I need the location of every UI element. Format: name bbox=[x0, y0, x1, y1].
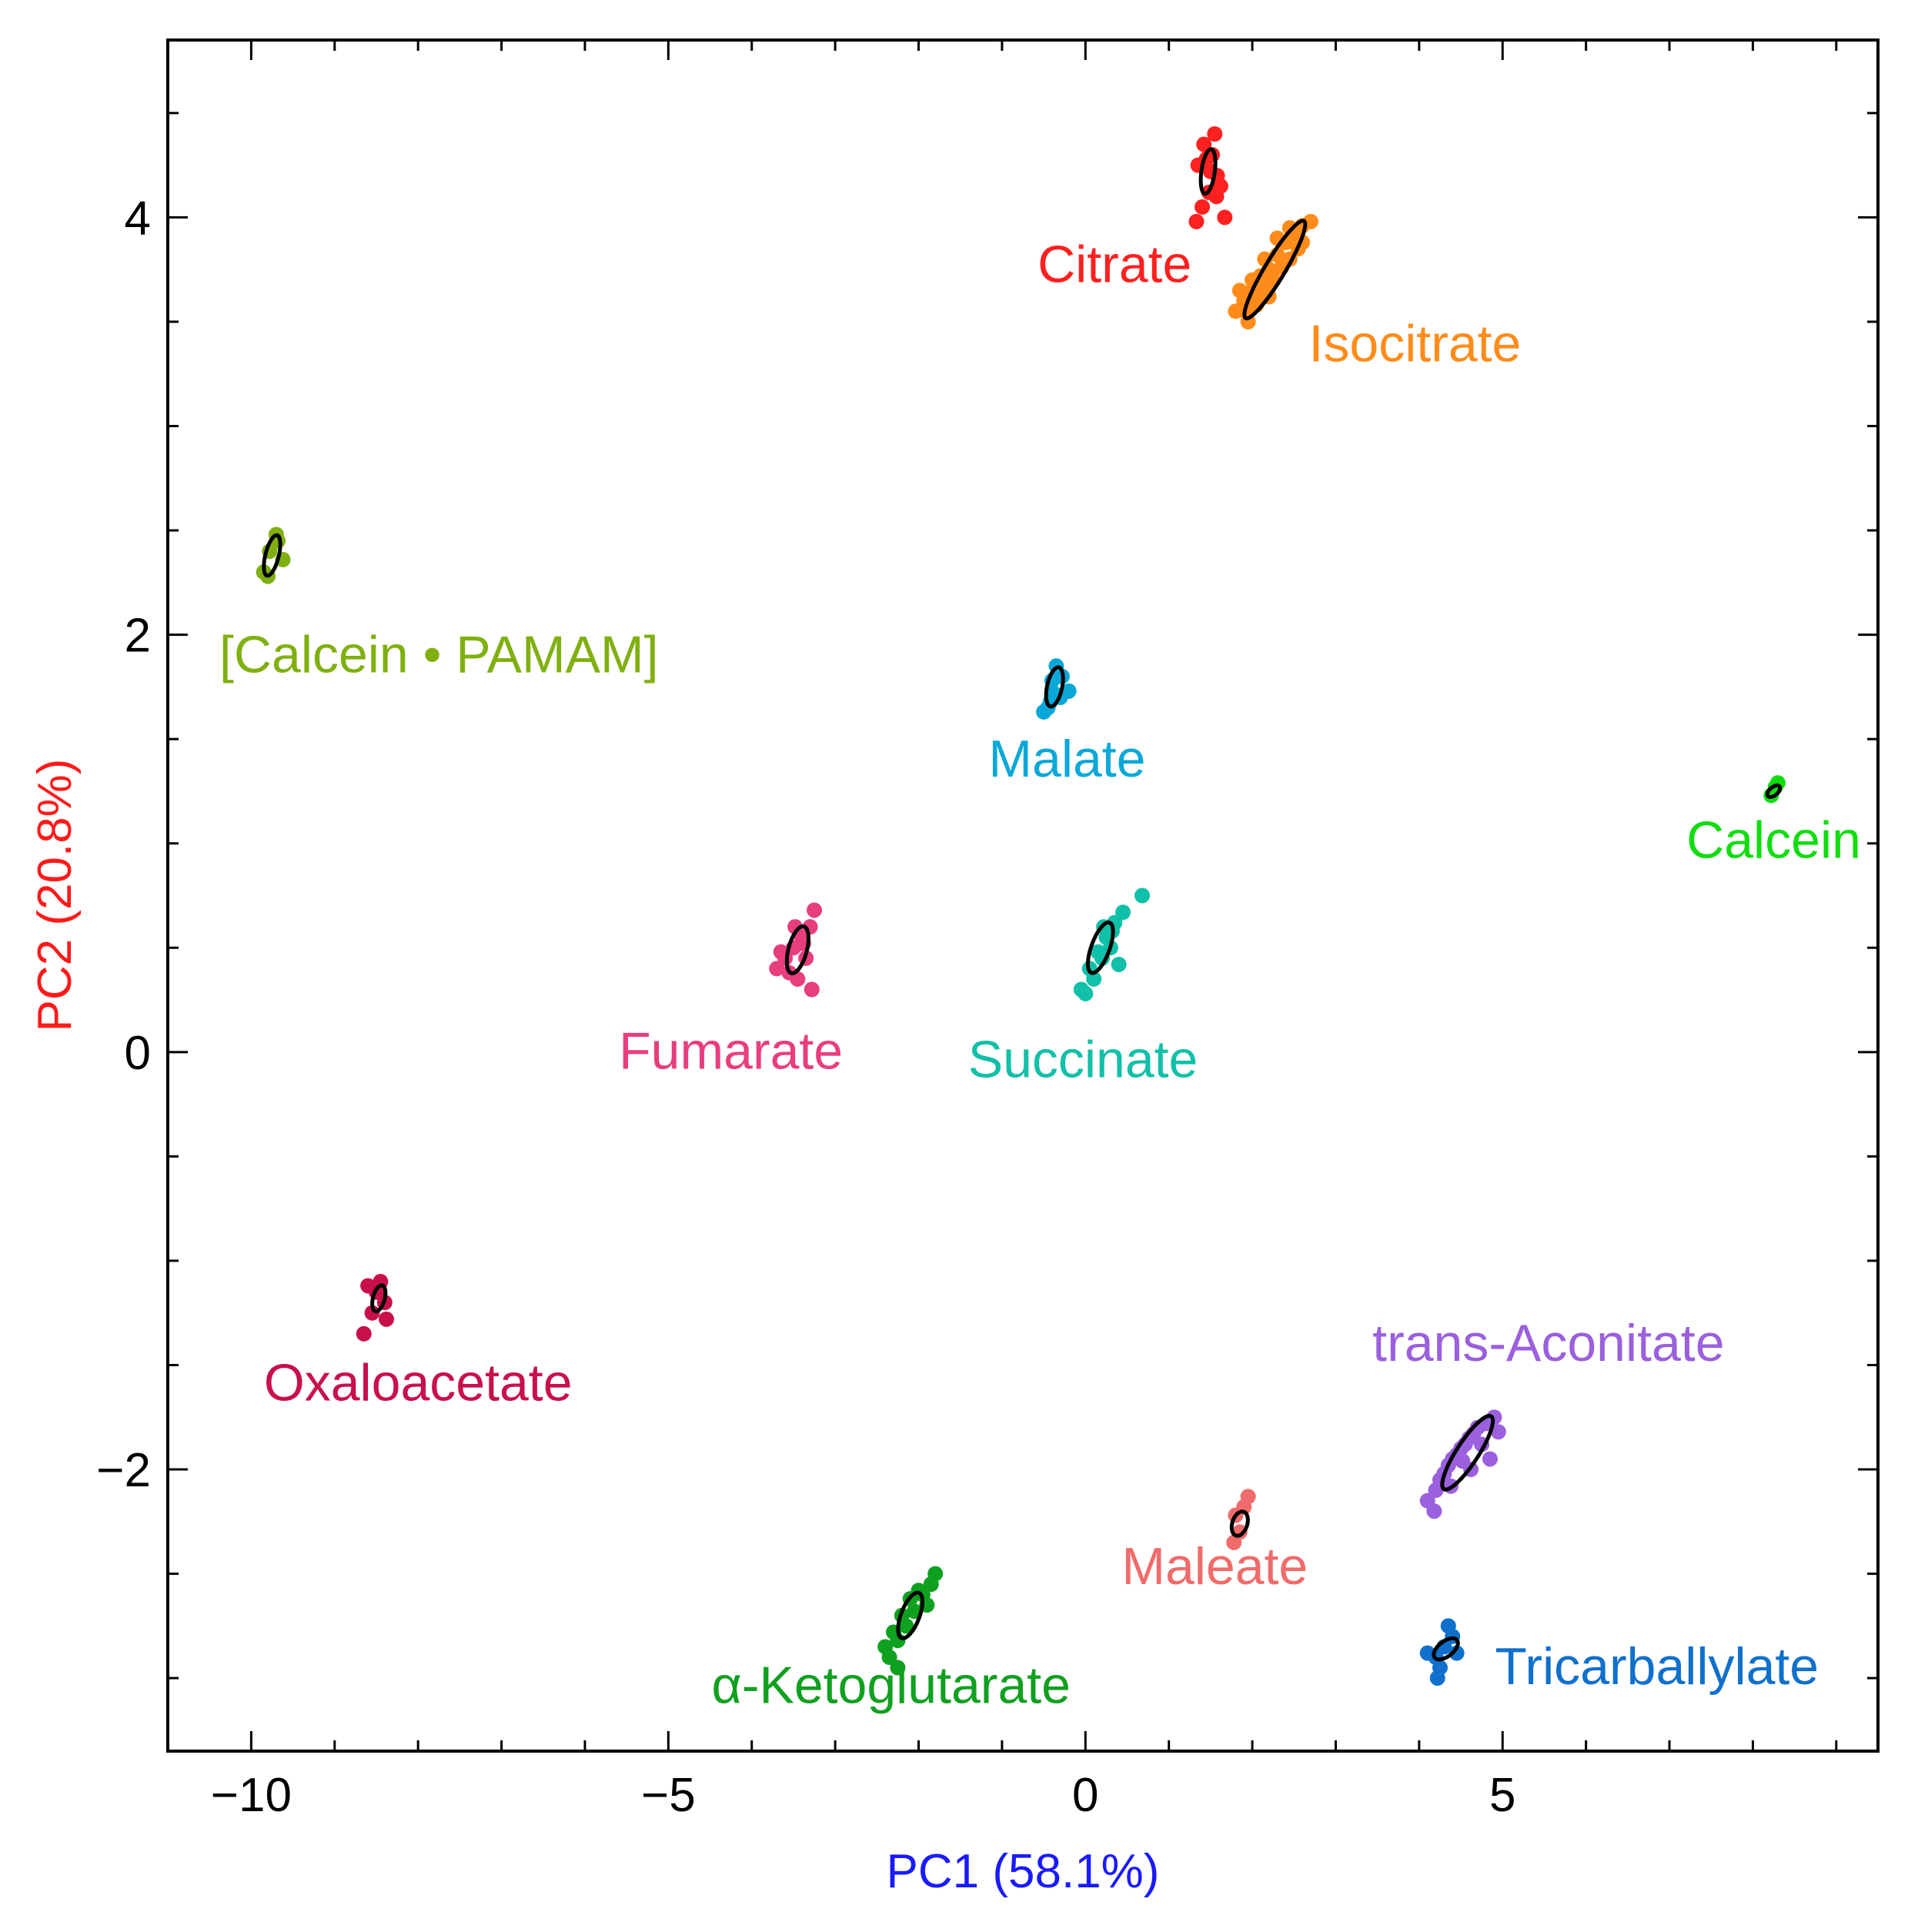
point-trans-aconitate bbox=[1455, 1453, 1471, 1469]
ellipse-trans-aconitate bbox=[1440, 1413, 1495, 1492]
x-axis-title: PC1 (58.1%) bbox=[887, 1845, 1160, 1898]
y-tick-label: 0 bbox=[125, 1027, 151, 1080]
axis-tick-labels: −10 −5 0 5 −2 0 2 4 bbox=[96, 192, 1515, 1822]
axis-ticks bbox=[166, 40, 1878, 1751]
y-axis-title: PC2 (20.8%) bbox=[28, 759, 82, 1032]
ellipse-isocitrate bbox=[1242, 219, 1308, 321]
point-citrate bbox=[1207, 125, 1223, 142]
label-tricarballylate: Tricarballylate bbox=[1495, 1637, 1819, 1696]
point-ketoglutarate bbox=[877, 1639, 894, 1655]
point-tricarballylate bbox=[1419, 1645, 1435, 1661]
point-citrate bbox=[1217, 209, 1233, 226]
label-trans-aconitate: trans-Aconitate bbox=[1372, 1314, 1724, 1372]
group-labels: Citrate Isocitrate [Calcein • PAMAM] Malate… bbox=[219, 235, 1861, 1714]
ellipse-fumarate bbox=[784, 924, 810, 976]
point-trans-aconitate bbox=[1426, 1503, 1442, 1519]
point-citrate bbox=[1195, 199, 1211, 215]
point-succinate bbox=[1115, 904, 1131, 921]
point-fumarate bbox=[769, 961, 785, 977]
point-maleate bbox=[1240, 1489, 1256, 1505]
point-succinate bbox=[1086, 971, 1102, 987]
point-malate bbox=[1061, 683, 1077, 699]
label-calcein-pamam: [Calcein • PAMAM] bbox=[219, 625, 658, 684]
point-fumarate bbox=[773, 944, 789, 960]
label-succinate: Succinate bbox=[968, 1030, 1198, 1088]
point-fumarate bbox=[804, 981, 820, 998]
point-oxaloacetate bbox=[378, 1311, 394, 1327]
point-citrate bbox=[1196, 136, 1212, 152]
x-tick-label: −10 bbox=[211, 1769, 292, 1822]
point-citrate bbox=[1188, 213, 1205, 229]
x-tick-label: 5 bbox=[1489, 1769, 1515, 1822]
ellipse-maleate bbox=[1229, 1509, 1250, 1538]
plot-frame bbox=[166, 38, 1880, 1753]
label-maleate: Maleate bbox=[1121, 1537, 1308, 1596]
label-isocitrate: Isocitrate bbox=[1308, 314, 1521, 373]
point-oxaloacetate bbox=[356, 1325, 372, 1342]
label-oxaloacetate: Oxaloacetate bbox=[264, 1354, 573, 1412]
label-calcein: Calcein bbox=[1686, 811, 1861, 870]
point-oxaloacetate bbox=[364, 1305, 380, 1321]
point-tricarballylate bbox=[1449, 1645, 1465, 1661]
point-oxaloacetate bbox=[360, 1278, 376, 1294]
point-maleate bbox=[1226, 1534, 1242, 1550]
x-tick-label: −5 bbox=[641, 1769, 696, 1822]
point-succinate bbox=[1134, 887, 1150, 904]
point-ketoglutarate bbox=[927, 1566, 944, 1582]
x-tick-label: 0 bbox=[1072, 1769, 1098, 1822]
label-ketoglutarate: α-Ketoglutarate bbox=[712, 1656, 1071, 1715]
point-isocitrate bbox=[1281, 219, 1298, 236]
y-tick-label: 4 bbox=[125, 192, 151, 245]
point-ketoglutarate bbox=[890, 1660, 906, 1676]
label-fumarate: Fumarate bbox=[619, 1022, 843, 1081]
point-succinate bbox=[1078, 985, 1094, 1001]
ellipse-calcein-pamam bbox=[262, 533, 282, 578]
point-fumarate bbox=[787, 919, 804, 935]
point-citrate bbox=[1208, 189, 1225, 205]
label-malate: Malate bbox=[988, 730, 1145, 788]
ellipse-calcein bbox=[1765, 783, 1783, 799]
ellipse-oxaloacetate bbox=[370, 1283, 388, 1314]
y-tick-label: −2 bbox=[96, 1444, 151, 1497]
ellipse-ketoglutarate bbox=[896, 1590, 925, 1640]
point-tricarballylate bbox=[1429, 1670, 1445, 1686]
point-trans-aconitate bbox=[1490, 1424, 1506, 1440]
y-tick-label: 2 bbox=[125, 610, 151, 663]
ellipse-citrate bbox=[1198, 147, 1218, 196]
point-fumarate bbox=[790, 971, 806, 987]
ellipse-succinate bbox=[1085, 920, 1115, 975]
ellipse-malate bbox=[1044, 665, 1065, 709]
point-tricarballylate bbox=[1440, 1618, 1456, 1634]
point-fumarate bbox=[807, 902, 823, 918]
label-citrate: Citrate bbox=[1038, 235, 1191, 293]
point-trans-aconitate bbox=[1482, 1451, 1498, 1467]
point-succinate bbox=[1111, 956, 1127, 972]
confidence-ellipses bbox=[262, 147, 1783, 1662]
point-trans-aconitate bbox=[1486, 1409, 1502, 1426]
ellipse-tricarballylate bbox=[1432, 1636, 1460, 1662]
point-isocitrate bbox=[1231, 282, 1248, 299]
